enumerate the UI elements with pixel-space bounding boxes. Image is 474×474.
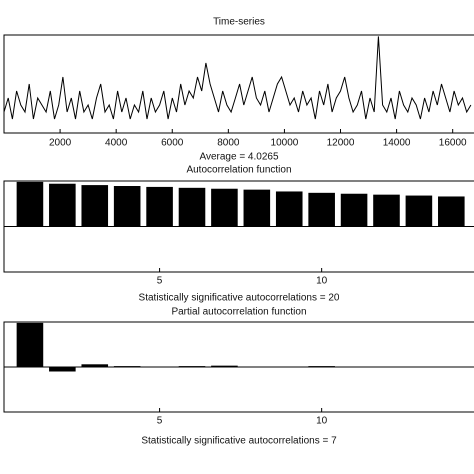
bar [275,191,303,227]
x-tick-label: 16000 [439,138,467,149]
bar [373,194,400,227]
x-tick-label: 10 [316,276,328,287]
bar [178,366,206,367]
bar [243,189,271,227]
x-tick-label: 14000 [383,138,411,149]
x-tick-label: 8000 [217,138,240,149]
bar [211,188,238,227]
axes-box [3,34,474,134]
panel-title: Partial autocorrelation function [171,307,306,318]
x-axis-label: Statistically significative autocorrelat… [139,293,340,304]
bar [438,196,465,227]
series-line [3,36,472,120]
panel-title: Autocorrelation function [186,165,291,176]
bar [211,365,238,367]
x-axis-label: Average = 4.0265 [199,152,278,163]
x-tick-label: 4000 [105,138,128,149]
bar [405,195,433,227]
bar [178,187,206,227]
bar [49,367,76,372]
x-tick-label: 5 [157,276,163,287]
bar [81,185,109,227]
x-tick-label: 2000 [49,138,72,149]
x-tick-label: 10000 [271,138,299,149]
bar [113,186,141,227]
x-axis-label: Statistically significative autocorrelat… [141,436,337,447]
bar [16,181,44,227]
bar [146,186,173,227]
bar [340,193,368,227]
bar [81,364,109,367]
bar [49,183,76,227]
x-tick-label: 12000 [327,138,355,149]
x-tick-label: 5 [157,416,163,427]
panel-title: Time-series [213,17,265,28]
bar [113,366,141,367]
bar [308,192,335,227]
x-tick-label: 6000 [161,138,184,149]
bar [16,322,44,367]
bar [308,366,335,367]
x-tick-label: 10 [316,416,328,427]
